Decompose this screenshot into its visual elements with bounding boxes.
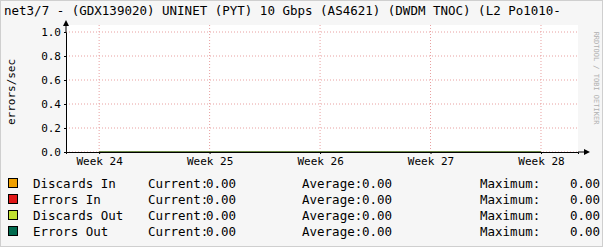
stat-label: Average: bbox=[302, 208, 362, 223]
x-tick-mark bbox=[320, 152, 321, 154]
x-tick-mark bbox=[210, 152, 211, 154]
y-tick-mark bbox=[64, 80, 66, 81]
x-grid-line bbox=[540, 25, 541, 152]
stat-value: 0.00 bbox=[362, 192, 392, 207]
stat-value: 0.00 bbox=[570, 224, 600, 239]
legend-label: Discards Out bbox=[33, 208, 123, 223]
y-grid-line bbox=[66, 56, 578, 57]
y-axis-line bbox=[64, 33, 67, 153]
y-axis-arrow bbox=[63, 20, 69, 26]
legend-swatch bbox=[9, 211, 18, 220]
y-tick-mark bbox=[64, 56, 66, 57]
y-grid-line bbox=[66, 32, 578, 33]
x-axis: Week 24 Week 25 Week 26 Week 27 Week 28 bbox=[67, 152, 579, 168]
stat-value: 0.00 bbox=[362, 176, 392, 191]
legend-label: Errors In bbox=[33, 192, 101, 207]
stat-value: 0.00 bbox=[362, 224, 392, 239]
stat-label: Average: bbox=[302, 224, 362, 239]
stat-label: Maximum: bbox=[480, 176, 540, 191]
stat-label: Maximum: bbox=[480, 208, 540, 223]
y-tick-label: 0.0 bbox=[41, 146, 61, 159]
x-tick-label: Week 25 bbox=[187, 155, 233, 168]
legend-label: Discards In bbox=[33, 176, 116, 191]
x-axis-line bbox=[67, 153, 579, 155]
stat-label: Average: bbox=[302, 176, 362, 191]
y-tick-mark bbox=[64, 32, 66, 33]
stat-value: 0.00 bbox=[206, 192, 236, 207]
x-grid-line bbox=[209, 25, 210, 152]
y-tick: 0.6 bbox=[41, 74, 66, 87]
y-grid-line bbox=[66, 128, 578, 129]
y-tick: 1.0 bbox=[41, 26, 66, 39]
legend: Discards InCurrent:0.00Average:0.00Maxim… bbox=[9, 176, 601, 239]
plot-area bbox=[66, 25, 578, 152]
y-tick: 0.2 bbox=[41, 122, 66, 135]
x-tick-label: Week 24 bbox=[76, 155, 123, 168]
x-axis-arrow bbox=[584, 149, 590, 155]
y-tick-label: 0.2 bbox=[41, 122, 61, 135]
stat-value: 0.00 bbox=[362, 208, 392, 223]
x-tick: Week 25 bbox=[187, 152, 233, 168]
legend-label: Errors Out bbox=[33, 224, 108, 239]
x-tick-label: Week 27 bbox=[408, 155, 454, 168]
x-tick: Week 28 bbox=[518, 152, 564, 168]
x-tick-label: Week 28 bbox=[518, 155, 564, 168]
chart: net3/7 - (GDX139020) UNINET (PYT) 10 Gbp… bbox=[0, 0, 603, 247]
y-grid-line bbox=[66, 80, 578, 81]
x-tick: Week 24 bbox=[76, 152, 123, 168]
legend-swatch bbox=[9, 179, 18, 188]
y-grid-line bbox=[66, 104, 578, 105]
y-tick-label: 0.6 bbox=[41, 74, 61, 87]
stat-label: Maximum: bbox=[480, 192, 540, 207]
canvas bbox=[1, 1, 603, 247]
x-tick: Week 27 bbox=[408, 152, 454, 168]
stat-value: 0.00 bbox=[206, 176, 236, 191]
stat-label: Maximum: bbox=[480, 224, 540, 239]
x-tick-label: Week 26 bbox=[297, 155, 343, 168]
x-grid-line bbox=[430, 25, 431, 152]
stat-label: Current: bbox=[148, 208, 208, 223]
y-tick: 0.4 bbox=[41, 98, 66, 111]
y-tick-label: 1.0 bbox=[41, 26, 61, 39]
x-grid-line bbox=[99, 25, 100, 152]
y-axis-title: errors/sec bbox=[5, 59, 18, 125]
x-tick: Week 26 bbox=[297, 152, 343, 168]
stat-label: Average: bbox=[302, 192, 362, 207]
stat-value: 0.00 bbox=[570, 176, 600, 191]
y-tick: 0.0 bbox=[41, 146, 66, 159]
y-axis: 0.0 0.2 0.4 0.6 0.8 1.0 bbox=[41, 26, 66, 159]
x-tick-mark bbox=[431, 152, 432, 154]
stat-label: Current: bbox=[148, 192, 208, 207]
legend-swatch bbox=[9, 195, 18, 204]
watermark: RRDTOOL / TOBI OETIKER bbox=[592, 32, 600, 126]
y-tick-label: 0.4 bbox=[41, 98, 61, 111]
y-tick-mark bbox=[64, 152, 66, 153]
y-tick-mark bbox=[64, 104, 66, 105]
stat-label: Current: bbox=[148, 224, 208, 239]
x-grid-line bbox=[320, 25, 321, 152]
title: net3/7 - (GDX139020) UNINET (PYT) 10 Gbp… bbox=[4, 3, 561, 18]
grid bbox=[66, 25, 578, 152]
x-tick-mark bbox=[99, 152, 100, 154]
x-tick-mark bbox=[541, 152, 542, 154]
stat-label: Current: bbox=[148, 176, 208, 191]
stat-value: 0.00 bbox=[570, 192, 600, 207]
stat-value: 0.00 bbox=[206, 208, 236, 223]
y-tick-mark bbox=[64, 128, 66, 129]
y-tick-label: 0.8 bbox=[41, 50, 61, 63]
stat-value: 0.00 bbox=[206, 224, 236, 239]
y-tick: 0.8 bbox=[41, 50, 66, 63]
legend-swatch bbox=[9, 227, 18, 236]
stat-value: 0.00 bbox=[570, 208, 600, 223]
